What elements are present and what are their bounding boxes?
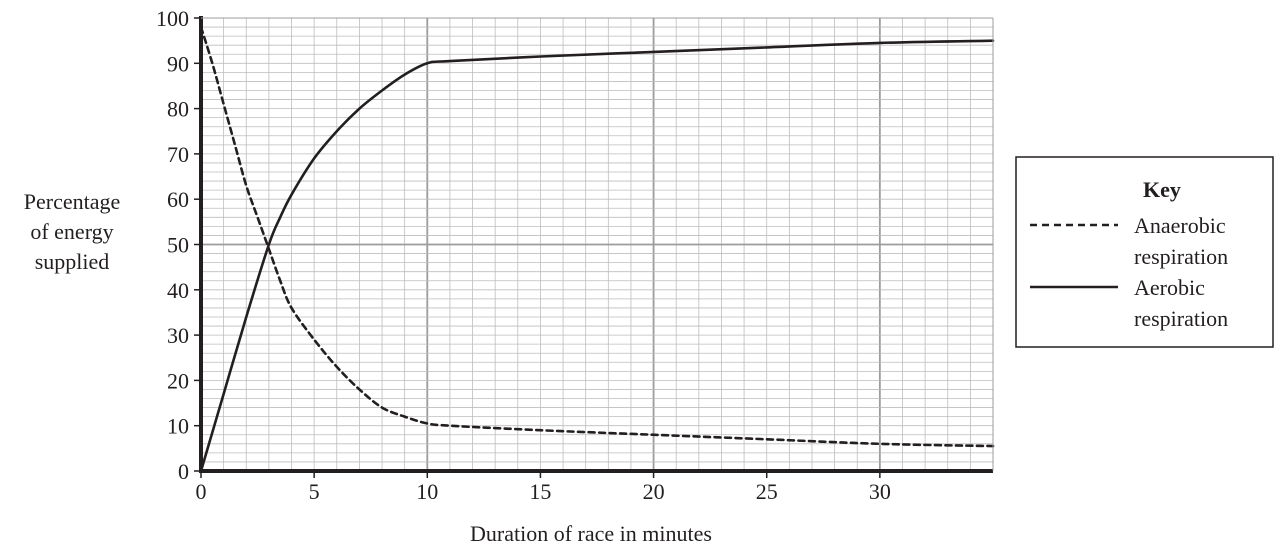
- x-tick-label: 10: [416, 479, 438, 504]
- x-tick-label: 5: [309, 479, 320, 504]
- legend-box: [1015, 156, 1274, 348]
- y-tick-label: 30: [167, 323, 189, 348]
- chart-series: [199, 25, 995, 473]
- y-tick-label: 10: [167, 414, 189, 439]
- y-tick-label: 100: [156, 6, 189, 31]
- x-axis-title: Duration of race in minutes: [470, 521, 712, 546]
- legend-label-aerobic-line-1: Aerobic: [1134, 275, 1205, 300]
- y-axis-title-line-3: supplied: [35, 249, 110, 274]
- x-tick-label: 15: [529, 479, 551, 504]
- y-tick-label: 0: [178, 459, 189, 484]
- chart-grid: [201, 17, 994, 471]
- x-tick-label: 30: [869, 479, 891, 504]
- y-tick-label: 20: [167, 368, 189, 393]
- legend-label-anaerobic-line-1: Anaerobic: [1134, 213, 1226, 238]
- legend: Key Anaerobic respiration Aerobic respir…: [1015, 156, 1274, 348]
- y-tick-label: 40: [167, 278, 189, 303]
- y-tick-label: 70: [167, 142, 189, 167]
- legend-title: Key: [1143, 177, 1181, 202]
- y-axis-title: Percentage of energy supplied: [24, 189, 121, 274]
- x-tick-label: 0: [196, 479, 207, 504]
- y-axis-title-line-2: of energy: [30, 219, 113, 244]
- chart-tick-labels: 0 10 20 30 40 50 60 70 80 90 100 0 5 10 15 20 25 30: [156, 6, 891, 504]
- y-tick-label: 80: [167, 97, 189, 122]
- series-line-aerobic: [199, 39, 995, 473]
- series-line-anaerobic: [199, 25, 995, 448]
- x-tick-label: 20: [643, 479, 665, 504]
- y-axis-title-line-1: Percentage: [24, 189, 121, 214]
- y-tick-label: 50: [167, 233, 189, 258]
- legend-label-anaerobic-line-2: respiration: [1134, 244, 1228, 269]
- x-tick-label: 25: [756, 479, 778, 504]
- legend-label-aerobic-line-2: respiration: [1134, 306, 1228, 331]
- y-tick-label: 60: [167, 187, 189, 212]
- y-tick-label: 90: [167, 51, 189, 76]
